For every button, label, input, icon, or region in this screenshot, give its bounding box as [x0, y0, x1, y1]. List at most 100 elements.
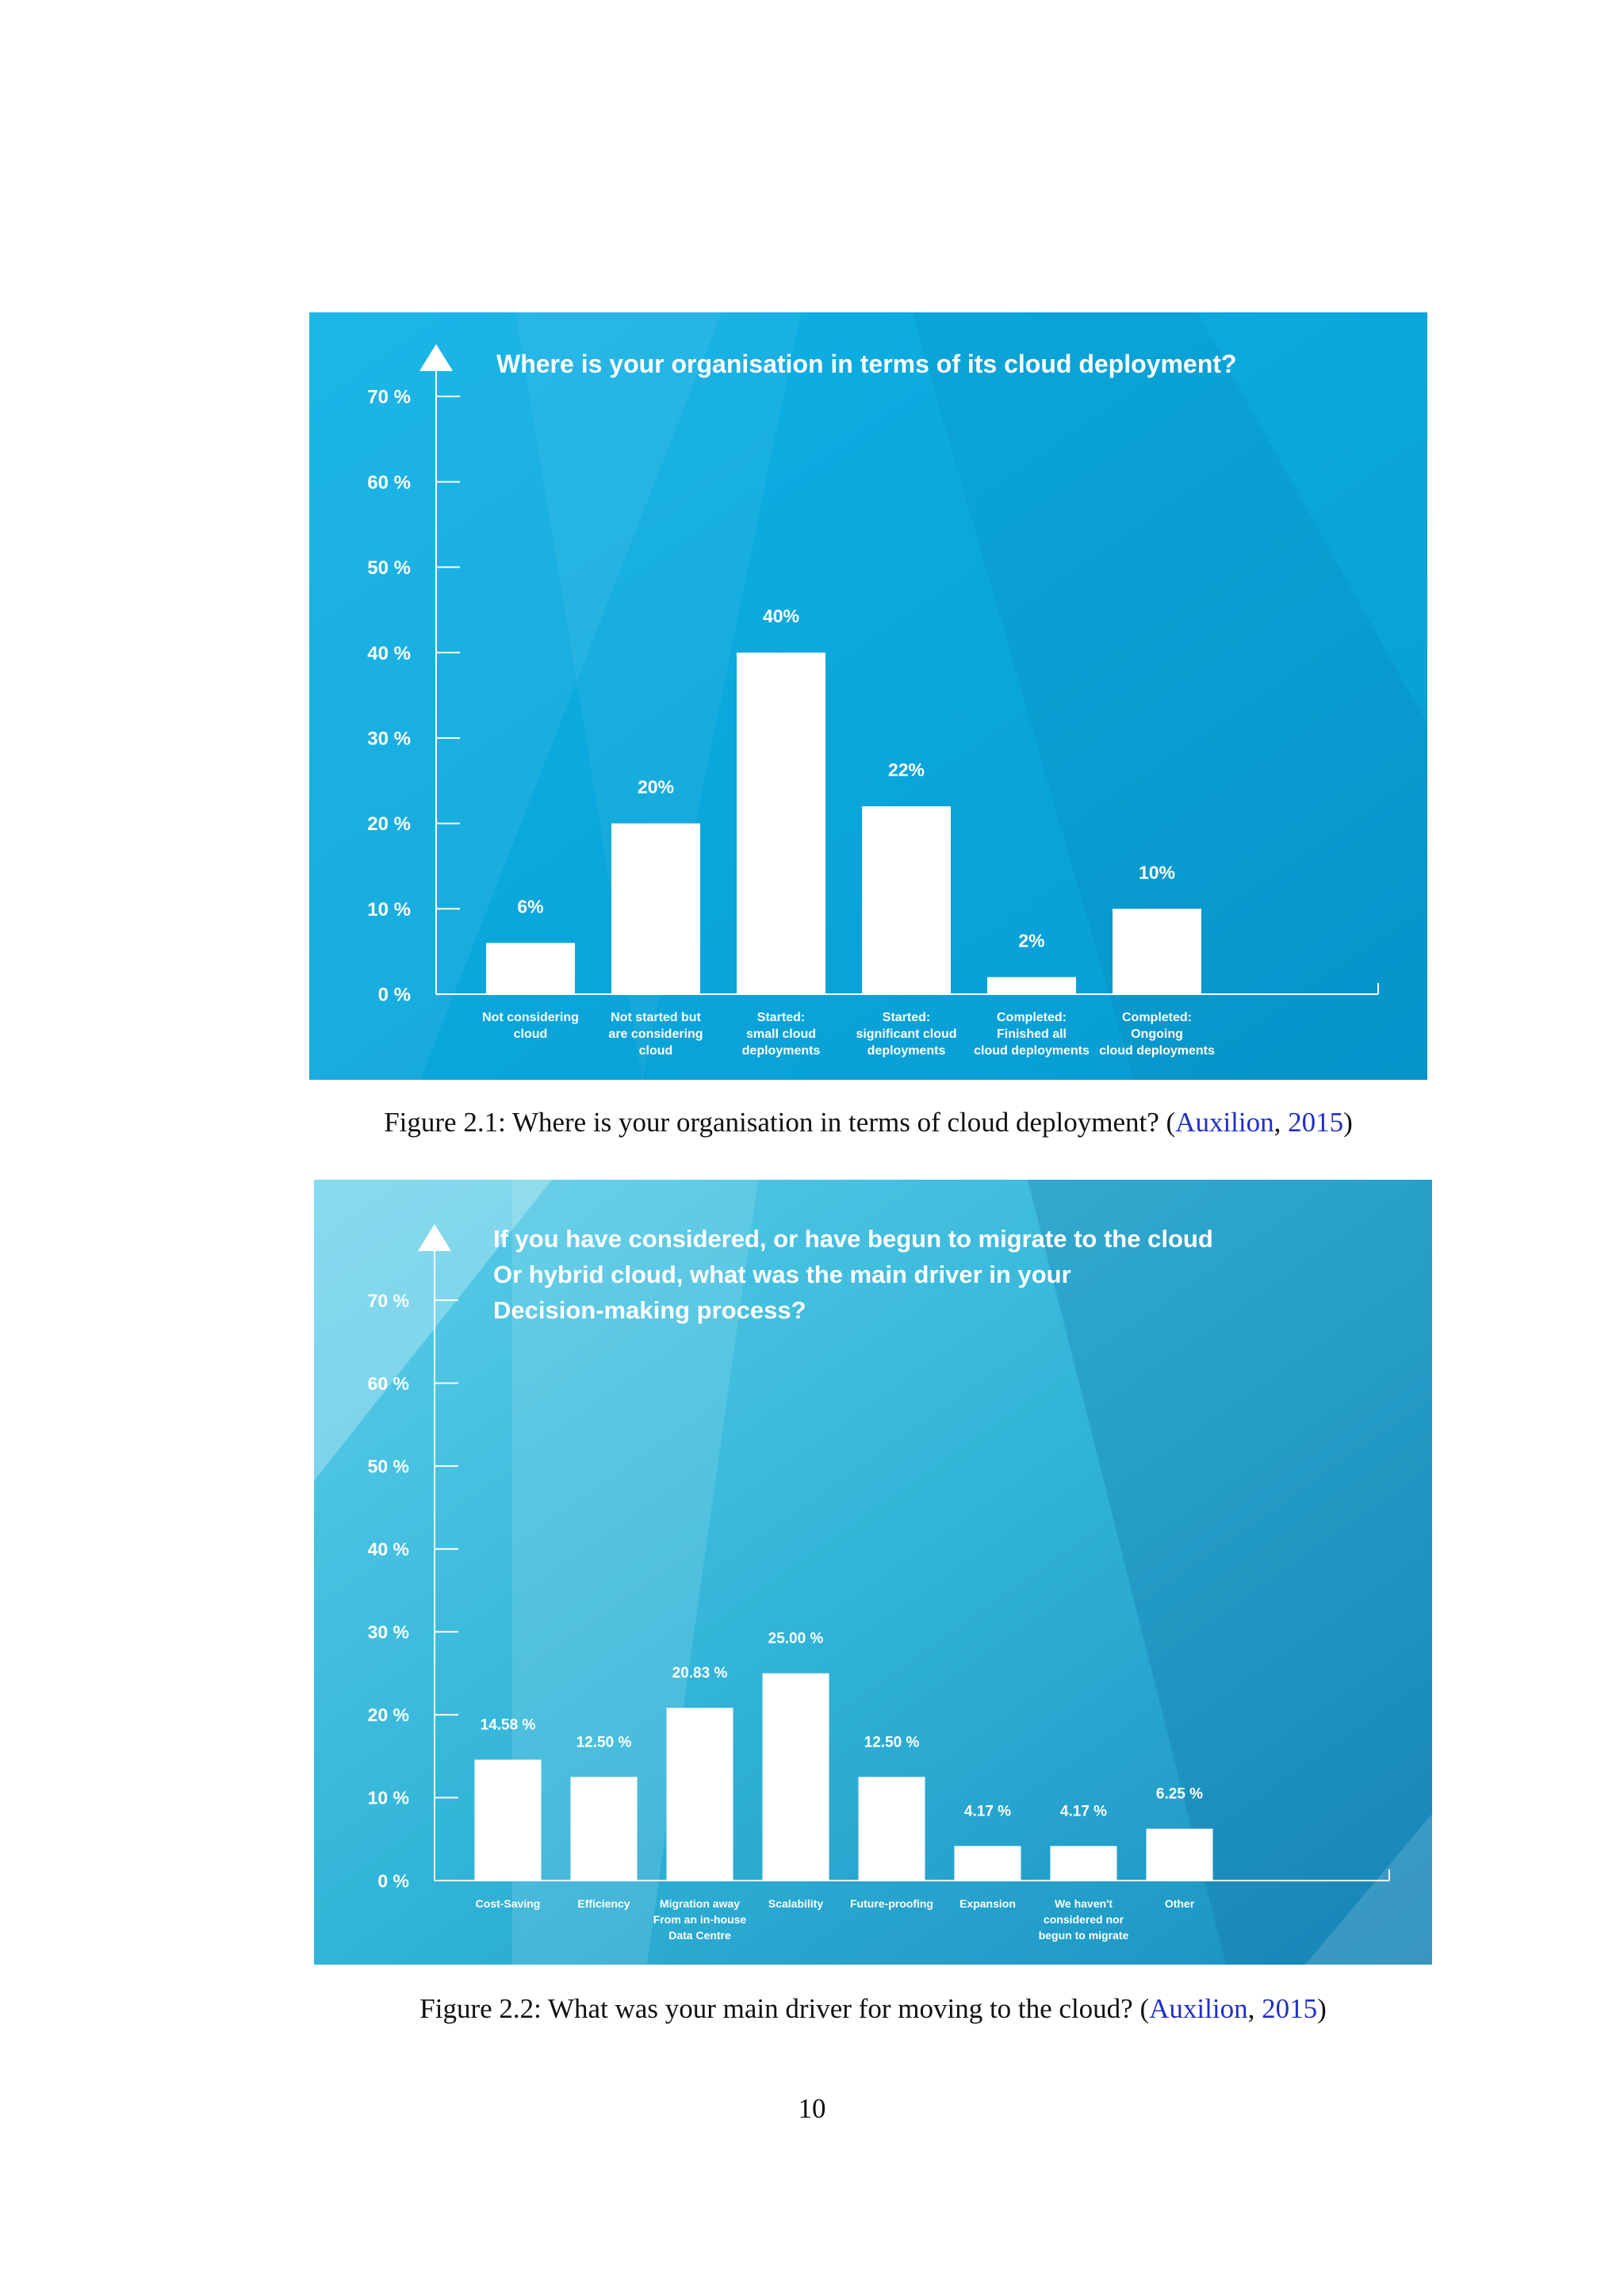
bar-value-label: 25.00 % [768, 1631, 824, 1647]
citation-year-link[interactable]: 2015 [1262, 1993, 1318, 2024]
category-label: Scalability [768, 1897, 823, 1910]
bar [474, 1759, 542, 1881]
citation-author-link[interactable]: Auxilion [1175, 1107, 1274, 1138]
chart-title-line: Where is your organisation in terms of i… [496, 350, 1236, 378]
y-tick-label: 60 % [368, 1373, 409, 1394]
chart-title-line: Or hybrid cloud, what was the main drive… [493, 1261, 1071, 1288]
y-tick-label: 40 % [368, 1539, 409, 1559]
bar-value-label: 2% [1018, 930, 1044, 951]
y-tick-label: 70 % [367, 387, 411, 408]
bar-value-label: 12.50 % [576, 1734, 632, 1751]
caption-cite-open: ( [1166, 1107, 1176, 1138]
bar [954, 1846, 1021, 1881]
category-label: deployments [742, 1044, 821, 1058]
bar [1146, 1828, 1213, 1881]
category-label: small cloud [746, 1027, 816, 1041]
category-label: Started: [883, 1011, 930, 1024]
bar [858, 1777, 925, 1881]
category-label: cloud deployments [974, 1044, 1090, 1058]
bar [1050, 1846, 1117, 1881]
bar [737, 652, 825, 994]
category-label: Finished all [997, 1027, 1067, 1041]
figure-caption: Figure 2.2: What was your main driver fo… [314, 1993, 1432, 2025]
y-tick-label: 30 % [368, 1622, 409, 1643]
bar [862, 806, 951, 994]
bar-chart-cloud-driver: If you have considered, or have begun to… [314, 1180, 1432, 1965]
bar-value-label: 20% [638, 777, 674, 798]
y-tick-label: 50 % [367, 557, 411, 579]
figure-cloud-deployment-chart: Where is your organisation in terms of i… [309, 312, 1427, 1080]
y-tick-label: 30 % [367, 728, 411, 749]
caption-cite-open: ( [1139, 1993, 1150, 2024]
y-axis-arrow-icon [419, 344, 453, 371]
category-label: Not considering [482, 1011, 579, 1024]
caption-label: Figure 2.2: [419, 1993, 542, 2024]
bar [486, 943, 575, 994]
bar-value-label: 12.50 % [864, 1734, 920, 1751]
category-label: cloud deployments [1099, 1044, 1215, 1058]
bar [666, 1708, 733, 1881]
caption-label: Figure 2.1: [384, 1107, 506, 1138]
bar [987, 977, 1076, 994]
background-facet [512, 1180, 758, 1965]
chart-title-line: Decision-making process? [493, 1296, 806, 1324]
bar-value-label: 20.83 % [672, 1665, 728, 1682]
category-label: Started: [757, 1011, 805, 1024]
background-facet [314, 1180, 552, 1481]
caption-cite-close: ) [1343, 1107, 1353, 1138]
figure-cloud-driver-chart: If you have considered, or have begun to… [314, 1180, 1432, 1965]
category-label: Ongoing [1131, 1027, 1183, 1041]
caption-cite-sep: , [1274, 1107, 1289, 1138]
y-tick-label: 20 % [367, 813, 411, 835]
y-tick-label: 10 % [367, 899, 411, 920]
category-label: We haven't [1055, 1897, 1113, 1910]
y-tick-label: 10 % [368, 1788, 409, 1808]
citation-year-link[interactable]: 2015 [1288, 1107, 1344, 1138]
bar [762, 1673, 829, 1881]
bar-value-label: 6% [517, 896, 543, 916]
background-facet [1305, 1814, 1432, 1965]
category-label: begun to migrate [1039, 1929, 1129, 1942]
category-label: Completed: [1122, 1011, 1192, 1024]
background-facet [1028, 1180, 1432, 1965]
category-label: are considering [608, 1027, 703, 1041]
bar-value-label: 10% [1139, 862, 1175, 882]
background-facet [309, 312, 722, 1080]
background-facet [912, 312, 1427, 1080]
y-tick-label: 50 % [368, 1456, 409, 1476]
y-axis-arrow-icon [418, 1224, 451, 1251]
background-facet [515, 312, 801, 1080]
y-tick-label: 0 % [378, 985, 411, 1006]
bar [570, 1777, 638, 1881]
bar-value-label: 40% [763, 606, 799, 626]
y-tick-label: 60 % [367, 472, 411, 493]
figure-caption: Figure 2.1: Where is your organisation i… [309, 1107, 1427, 1138]
category-label: Other [1165, 1897, 1195, 1910]
bar-chart-cloud-deployment: Where is your organisation in terms of i… [309, 312, 1427, 1080]
y-tick-label: 70 % [368, 1290, 409, 1311]
bar-value-label: 14.58 % [481, 1717, 536, 1734]
chart-title-line: If you have considered, or have begun to… [493, 1225, 1213, 1253]
citation-author-link[interactable]: Auxilion [1149, 1993, 1248, 2024]
bar-value-label: 4.17 % [964, 1803, 1011, 1820]
category-label: cloud [639, 1044, 673, 1058]
y-tick-label: 40 % [367, 643, 411, 664]
caption-text: Where is your organisation in terms of c… [511, 1107, 1159, 1138]
category-label: considered nor [1044, 1913, 1124, 1926]
category-label: Completed: [997, 1011, 1067, 1024]
bar [1113, 909, 1201, 994]
bar-value-label: 22% [888, 760, 925, 780]
category-label: Migration away [660, 1897, 740, 1910]
caption-text: What was your main driver for moving to … [548, 1993, 1133, 2024]
category-label: deployments [868, 1044, 946, 1058]
y-tick-label: 0 % [377, 1870, 409, 1891]
category-label: Data Centre [668, 1929, 731, 1942]
category-label: Future-proofing [850, 1897, 933, 1910]
page-number: 10 [798, 2093, 826, 2124]
bar-value-label: 6.25 % [1156, 1786, 1203, 1803]
y-tick-label: 20 % [368, 1705, 409, 1725]
category-label: significant cloud [856, 1027, 956, 1041]
caption-cite-close: ) [1317, 1993, 1327, 2024]
category-label: Expansion [959, 1897, 1016, 1910]
category-label: From an in-house [653, 1913, 747, 1926]
